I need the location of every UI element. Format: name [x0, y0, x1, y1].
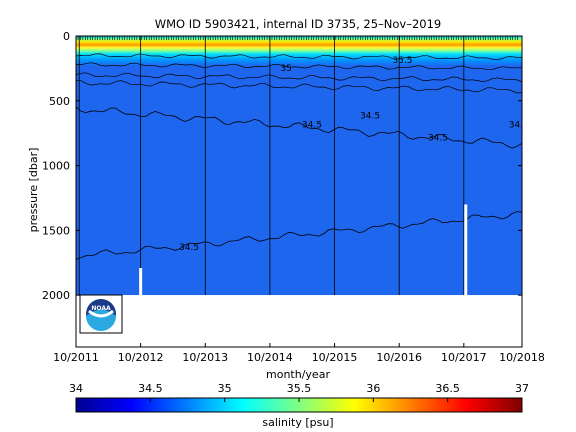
colorbar-label: salinity [psu] [262, 416, 333, 429]
colorbar-tick-label: 34 [69, 382, 83, 395]
y-tick-label: 1000 [42, 160, 70, 173]
y-tick-label: 500 [49, 95, 70, 108]
contour-label: 34.5 [428, 133, 448, 143]
y-tick-label: 1500 [42, 224, 70, 237]
profile-lines [78, 36, 468, 296]
contour-line-upper-2 [76, 62, 522, 71]
colorbar-tick-label: 36 [366, 382, 380, 395]
noaa-logo-text: NOAA [91, 305, 111, 312]
contour-label: 34.5 [509, 120, 529, 130]
y-tick-label: 0 [63, 30, 70, 43]
plot-area: 34.5 34.5 34.5 34.5 34.5 35 35.5 [76, 36, 529, 347]
colorbar-tick-label: 35 [218, 382, 232, 395]
x-axis: 10/2011 10/2012 10/2013 10/2014 10/2015 10/20… [53, 343, 545, 364]
contour-labels: 34.5 34.5 34.5 34.5 34.5 35 35.5 [179, 56, 529, 253]
colorbar-tick-label: 35.5 [287, 382, 312, 395]
colorbar-tick-label: 37 [515, 382, 529, 395]
contour-line-34-5 [76, 211, 522, 260]
colorbar-tick-label: 36.5 [435, 382, 460, 395]
x-tick-label: 10/2013 [182, 351, 228, 364]
missing-data-gap [464, 204, 468, 296]
contour-label: 35.5 [392, 56, 412, 66]
chart-title: WMO ID 5903421, internal ID 3735, 25–Nov… [155, 17, 442, 31]
contour-line-upper-1 [76, 53, 522, 61]
contour-label: 34.5 [360, 111, 380, 121]
missing-data-gap [139, 267, 143, 296]
x-tick-label: 10/2012 [118, 351, 164, 364]
x-tick-label: 10/2016 [376, 351, 422, 364]
contour-label: 34.5 [179, 243, 199, 253]
contour-label: 34.5 [302, 120, 322, 130]
y-axis-label: pressure [dbar] [27, 148, 40, 233]
upper-ocean-field [76, 36, 522, 127]
contour-line-deep [76, 106, 522, 149]
x-tick-label: 10/2018 [499, 351, 545, 364]
x-tick-label: 10/2014 [247, 351, 293, 364]
x-tick-label: 10/2017 [441, 351, 487, 364]
colorbar-ticks: 34 34.5 35 35.5 36 36.5 37 [69, 382, 529, 402]
colorbar-tick-label: 34.5 [138, 382, 163, 395]
x-tick-label: 10/2015 [312, 351, 358, 364]
y-axis: 0 500 1000 1500 2000 [42, 30, 522, 302]
contour-label: 35 [280, 64, 291, 74]
y-tick-label: 2000 [42, 289, 70, 302]
x-tick-label: 10/2011 [53, 351, 99, 364]
noaa-logo: NOAA [79, 294, 123, 334]
no-data-region [76, 295, 522, 347]
profile-tick-marks [77, 36, 518, 40]
contour-line-upper-3 [76, 72, 522, 83]
x-axis-label: month/year [266, 368, 330, 381]
contour-line-upper-4 [76, 79, 522, 94]
